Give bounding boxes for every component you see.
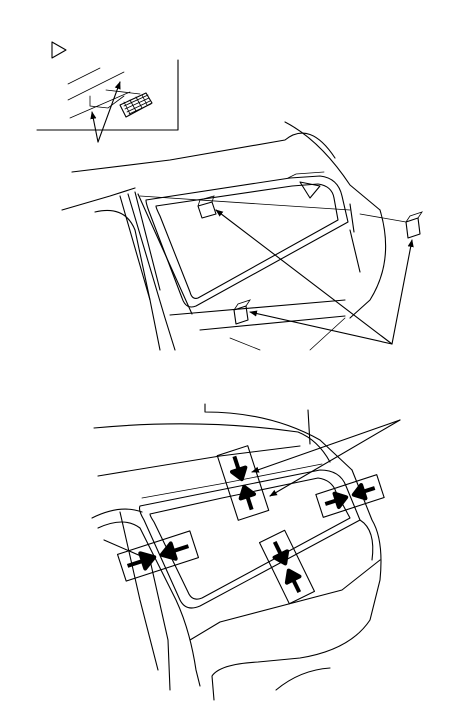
press-point-lower	[258, 529, 316, 605]
press-point-right	[315, 474, 385, 518]
window-view-triangle-icon	[299, 181, 321, 199]
bottom-panel	[91, 403, 401, 701]
body-outline-top	[61, 121, 387, 351]
top-panel	[36, 41, 423, 351]
press-point-left	[116, 530, 200, 582]
rear-side-window-bottom	[138, 463, 361, 609]
press-point-upper	[216, 445, 270, 521]
trim-clip-2	[233, 299, 251, 325]
top-callout-arrows	[215, 209, 414, 345]
inset-detail	[36, 41, 179, 143]
clip-icon	[119, 92, 153, 118]
rear-side-window	[137, 171, 355, 315]
inset-frame	[36, 59, 179, 131]
bottom-callout-arrows	[251, 419, 401, 497]
view-marker-triangle-icon	[51, 41, 67, 59]
body-outline-bottom	[91, 403, 382, 701]
inset-trim-lines	[67, 67, 131, 119]
inset-arrows	[90, 81, 141, 143]
trim-clip-3	[405, 211, 423, 239]
